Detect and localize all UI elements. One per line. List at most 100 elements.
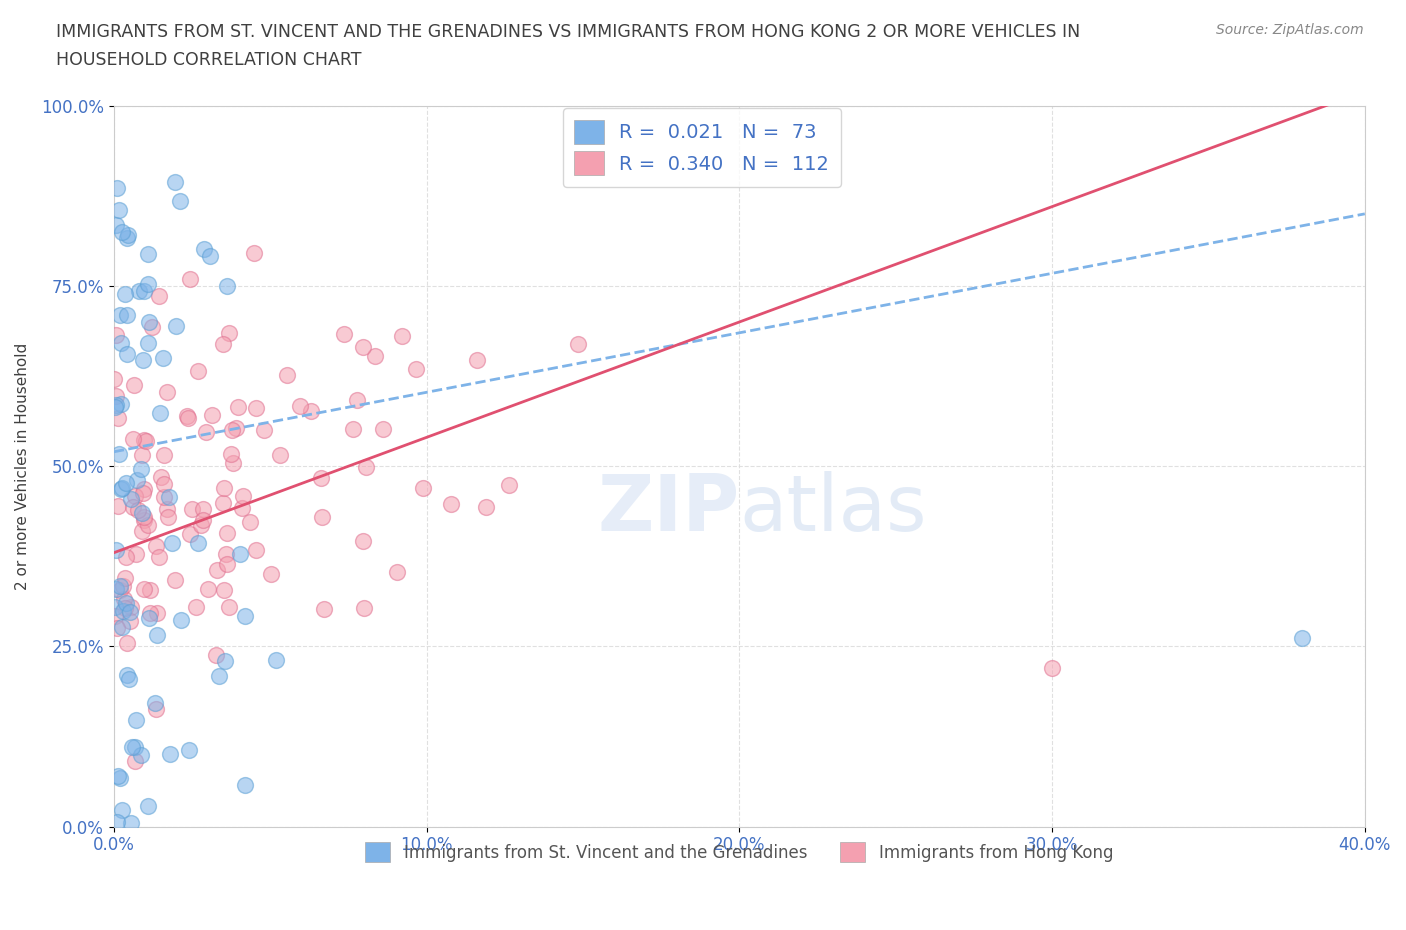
Point (145, 538, 167, 553)
Point (217, 525, 239, 540)
Point (110, 336, 132, 351)
Point (391, 328, 413, 343)
Point (107, 203, 129, 218)
Point (129, 748, 152, 763)
Point (309, 471, 332, 485)
Point (105, 180, 128, 195)
Point (163, 572, 186, 587)
Point (108, 582, 131, 597)
Point (127, 503, 149, 518)
Point (124, 712, 146, 727)
Point (114, 601, 136, 616)
Point (233, 777, 256, 792)
Point (239, 515, 262, 530)
Point (104, 399, 127, 414)
Point (115, 308, 138, 323)
Point (1291, 631, 1313, 645)
Point (214, 654, 236, 669)
Point (157, 510, 180, 525)
Point (108, 770, 131, 785)
Point (132, 284, 155, 299)
Point (120, 604, 142, 619)
Point (118, 614, 141, 629)
Point (136, 799, 159, 814)
Point (112, 578, 135, 593)
Point (149, 470, 172, 485)
Point (134, 510, 156, 525)
Point (108, 447, 131, 462)
Point (219, 446, 242, 461)
Text: ZIP: ZIP (598, 472, 740, 548)
Point (122, 499, 145, 514)
Point (146, 627, 169, 642)
Point (222, 456, 245, 471)
Point (111, 619, 134, 634)
Point (105, 620, 128, 635)
Point (104, 542, 127, 557)
Point (187, 364, 209, 379)
Point (165, 318, 187, 333)
Point (124, 740, 146, 755)
Point (198, 248, 221, 263)
Point (346, 392, 368, 407)
Point (135, 434, 157, 449)
Point (373, 421, 395, 436)
Text: Source: ZipAtlas.com: Source: ZipAtlas.com (1216, 23, 1364, 37)
Point (115, 346, 138, 361)
Point (124, 753, 146, 768)
Point (215, 547, 238, 562)
Point (124, 488, 146, 503)
Point (108, 308, 131, 323)
Point (498, 478, 520, 493)
Point (299, 404, 322, 418)
Point (215, 278, 238, 293)
Point (190, 518, 212, 533)
Point (111, 803, 134, 817)
Point (229, 547, 252, 562)
Point (312, 601, 335, 616)
Y-axis label: 2 or more Vehicles in Household: 2 or more Vehicles in Household (15, 342, 30, 590)
Point (148, 550, 170, 565)
Point (131, 506, 153, 521)
Point (212, 480, 235, 495)
Point (212, 336, 235, 351)
Point (120, 492, 142, 507)
Point (194, 424, 217, 439)
Point (181, 501, 204, 516)
Point (218, 599, 240, 614)
Point (112, 591, 135, 606)
Text: atlas: atlas (740, 472, 927, 548)
Point (145, 702, 167, 717)
Point (131, 524, 153, 538)
Point (311, 510, 333, 525)
Point (121, 739, 143, 754)
Point (111, 604, 134, 618)
Point (125, 547, 148, 562)
Point (108, 578, 131, 593)
Point (232, 488, 254, 503)
Point (364, 349, 387, 364)
Point (131, 447, 153, 462)
Point (186, 599, 208, 614)
Point (104, 327, 127, 342)
Point (153, 489, 176, 504)
Point (356, 459, 378, 474)
Point (221, 422, 243, 437)
Point (117, 231, 139, 246)
Point (138, 582, 160, 597)
Point (152, 351, 174, 365)
Point (138, 314, 160, 329)
Point (114, 550, 136, 565)
Point (440, 497, 463, 512)
Point (103, 371, 125, 386)
Legend: Immigrants from St. Vincent and the Grenadines, Immigrants from Hong Kong: Immigrants from St. Vincent and the Gren… (359, 835, 1121, 869)
Point (107, 410, 129, 425)
Point (122, 432, 145, 446)
Point (156, 385, 179, 400)
Point (191, 512, 214, 527)
Point (131, 461, 153, 476)
Text: HOUSEHOLD CORRELATION CHART: HOUSEHOLD CORRELATION CHART (56, 51, 361, 69)
Point (110, 482, 132, 497)
Point (245, 401, 267, 416)
Point (260, 566, 283, 581)
